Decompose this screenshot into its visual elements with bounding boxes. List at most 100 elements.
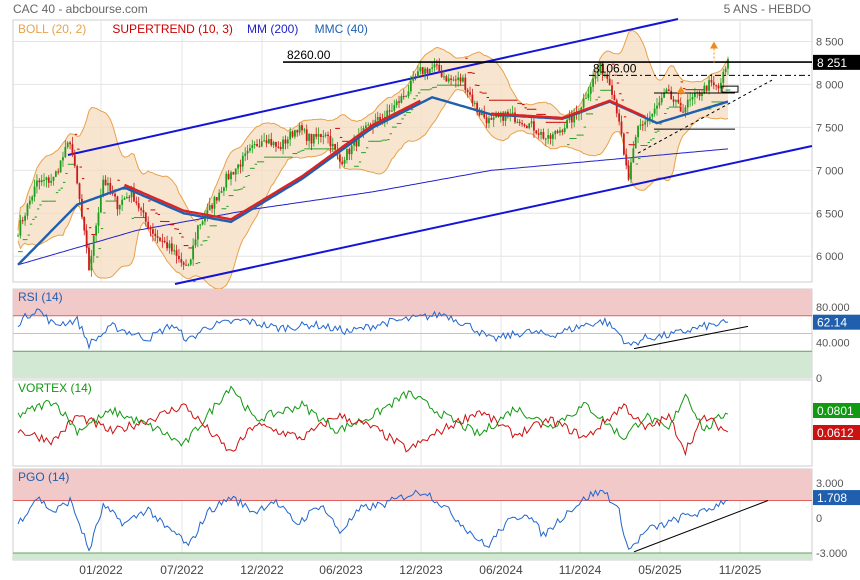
vortex-minus-last-box (813, 425, 860, 440)
candle-body (156, 236, 159, 238)
candle-body (594, 75, 597, 79)
vortex-minus-line (17, 403, 729, 457)
candle-body (194, 239, 197, 246)
candle-body (125, 196, 128, 199)
candle-body (154, 233, 157, 237)
candle-body (317, 134, 320, 137)
candle-body (118, 204, 121, 210)
candle-body (346, 148, 348, 161)
candle-body (409, 80, 412, 92)
rsi-last-value-box (813, 314, 860, 330)
candle-body (386, 110, 389, 118)
candle-body (540, 132, 542, 135)
candle-body (710, 80, 713, 83)
x-tick-label: 06/2024 (479, 563, 523, 577)
candle-body (727, 59, 729, 69)
candle-body (223, 187, 225, 192)
candle-body (324, 134, 327, 136)
candle-body (133, 187, 135, 202)
candle-body (720, 82, 722, 89)
boll-lower-line (17, 88, 729, 290)
candle-body (45, 177, 48, 180)
candle-body (239, 164, 242, 167)
price-last-value: 8 251 (817, 56, 847, 70)
candle-body (563, 128, 566, 132)
candle-body (322, 135, 325, 137)
candle-body (689, 99, 692, 101)
candle-body (523, 124, 526, 126)
candle-body (559, 130, 561, 133)
candle-body (294, 130, 296, 137)
candle-body (686, 99, 689, 108)
y-tick-label: 7 000 (816, 165, 844, 177)
candle-body (189, 259, 192, 265)
candle-body (667, 89, 670, 91)
candle-body (438, 64, 441, 72)
rsi-last-value: 62.14 (817, 316, 847, 330)
candle-body (95, 225, 97, 236)
candle-body (263, 140, 266, 142)
header-title: CAC 40 - abcbourse.com (13, 2, 148, 16)
candle-body (123, 198, 126, 200)
candle-body (462, 77, 464, 82)
candle-body (291, 131, 294, 137)
y-tick-label: 8 500 (816, 36, 844, 48)
panel-frame-price (12, 19, 813, 283)
candle-body (353, 140, 355, 146)
candle-body (561, 130, 564, 132)
candle-body (36, 180, 38, 187)
candle-body (469, 92, 471, 95)
pgo-y-tick: 0 (816, 513, 822, 525)
pgo-high-zone (13, 469, 812, 501)
candle-body (634, 137, 637, 149)
price-last-value-box (813, 54, 860, 70)
mm200-line (17, 148, 729, 266)
candle-body (658, 102, 661, 106)
candle-body (391, 110, 393, 112)
candle-body (424, 68, 426, 74)
legend-item: BOLL (20, 2) (18, 22, 86, 36)
candle-body (433, 64, 436, 68)
candle-body (310, 133, 313, 144)
candle-body (284, 139, 287, 144)
candle-body (253, 144, 256, 146)
legend-item: MMC (40) (315, 22, 368, 36)
candle-body (682, 111, 684, 113)
rsi-line (17, 308, 729, 350)
candle-body (490, 118, 493, 120)
candle-body (76, 165, 79, 184)
candle-body (178, 255, 180, 260)
candle-body (59, 160, 62, 173)
candle-body (405, 96, 408, 98)
candle-body (140, 208, 142, 211)
candle-body (249, 148, 251, 151)
candle-body (73, 155, 76, 166)
candle-body (483, 112, 486, 118)
mmc40-red-section (491, 99, 646, 120)
candle-body (715, 85, 718, 87)
candle-body (675, 99, 677, 102)
candle-body (116, 196, 119, 210)
candle-body (57, 171, 60, 173)
candle-body (52, 176, 55, 181)
candle-body (625, 154, 628, 166)
y-tick-label: 8 000 (816, 79, 844, 91)
pgo-trendline (633, 500, 769, 553)
candle-body (464, 77, 467, 91)
candle-body (492, 117, 495, 120)
candle-body (649, 116, 651, 119)
candle-body (196, 225, 199, 240)
candle-body (414, 77, 417, 79)
candle-body (107, 183, 109, 186)
legend-item: MM (200) (247, 22, 298, 36)
candle-body (445, 76, 448, 82)
candle-body (341, 161, 344, 164)
vortex-minus-last-value: 0.0612 (817, 426, 854, 440)
vortex-plus-line (17, 385, 729, 447)
candle-body (535, 130, 538, 134)
candle-body (327, 134, 329, 137)
level-label-8106: 8106.00 (593, 61, 637, 75)
candle-body (114, 193, 116, 197)
candle-body (480, 112, 483, 116)
candle-body (592, 78, 594, 87)
